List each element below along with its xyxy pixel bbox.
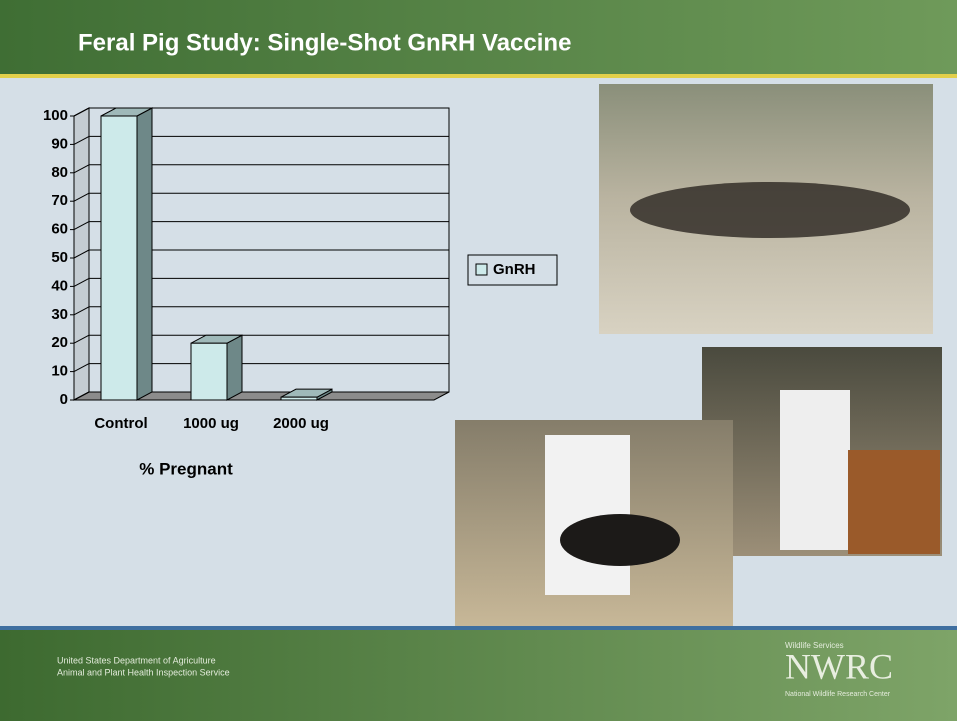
bar-side — [136, 107, 153, 401]
grid-line — [73, 306, 90, 316]
grid-line — [73, 135, 90, 145]
grid-line — [73, 277, 90, 287]
footer-bar — [0, 630, 957, 721]
y-tick-label: 60 — [51, 221, 68, 238]
x-tick-label: 2000 ug — [273, 415, 329, 432]
x-tick-label: 1000 ug — [183, 415, 239, 432]
logo-small: Wildlife Services — [785, 641, 844, 650]
photo-detail — [848, 450, 940, 554]
photo-detail — [560, 514, 680, 566]
y-tick-label: 80 — [51, 164, 68, 181]
bar — [100, 115, 138, 401]
slide-title: Feral Pig Study: Single-Shot GnRH Vaccin… — [78, 29, 571, 56]
x-tick-label: Control — [94, 415, 147, 432]
y-tick-label: 50 — [51, 249, 68, 266]
y-tick-label: 70 — [51, 192, 68, 209]
y-tick-label: 40 — [51, 277, 68, 294]
grid-line — [73, 334, 90, 344]
logo-sub: National Wildlife Research Center — [785, 691, 891, 698]
y-tick-label: 100 — [43, 107, 68, 124]
grid-line — [73, 221, 90, 231]
grid-line — [73, 192, 90, 202]
photo-detail — [630, 182, 910, 238]
photo-detail — [780, 390, 850, 550]
bar-side — [226, 334, 243, 401]
grid-line — [73, 363, 90, 373]
y-tick-label: 30 — [51, 306, 68, 323]
legend-label: GnRH — [493, 261, 536, 278]
x-axis-title: % Pregnant — [139, 459, 233, 478]
grid-line — [73, 391, 90, 401]
legend-swatch — [475, 263, 488, 276]
footer-org: United States Department of Agriculture — [57, 655, 216, 665]
y-tick-label: 20 — [51, 334, 68, 351]
y-tick-label: 90 — [51, 135, 68, 152]
bar — [190, 342, 228, 401]
footer-rule — [0, 626, 957, 630]
grid-line — [73, 249, 90, 259]
logo-main: NWRC — [785, 646, 893, 686]
footer-org: Animal and Plant Health Inspection Servi… — [57, 667, 230, 677]
bar — [280, 396, 318, 401]
y-tick-label: 10 — [51, 363, 68, 380]
grid-line — [73, 164, 90, 174]
header-rule — [0, 74, 957, 78]
header-bar — [0, 0, 957, 74]
grid-line — [73, 107, 90, 117]
chart: 0 10 20 30 40 50 60 70 80 90 100 Control 1000 ug 2000… — [43, 107, 558, 478]
y-tick-label: 0 — [60, 391, 68, 408]
